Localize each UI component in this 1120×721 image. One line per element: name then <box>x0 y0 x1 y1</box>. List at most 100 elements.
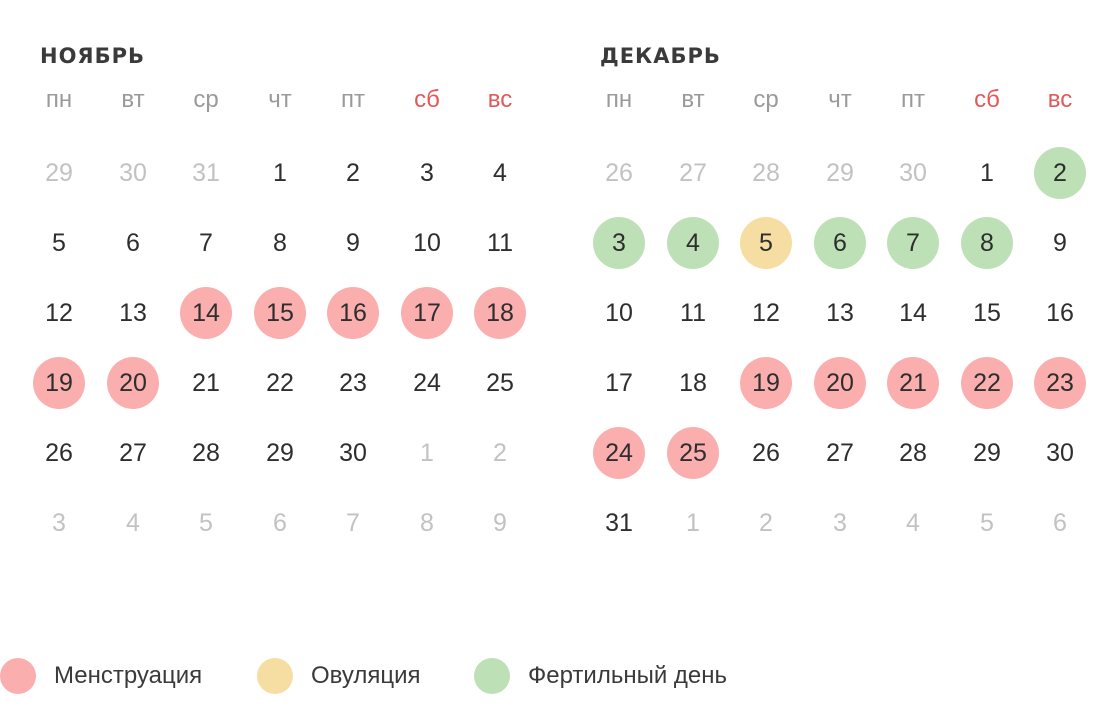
day-cell[interactable]: 3 <box>420 158 434 187</box>
weekday-header: вт <box>121 86 145 113</box>
day-cell-fertile[interactable]: 8 <box>961 217 1013 269</box>
weekday-header: вт <box>681 86 705 113</box>
day-cell-fertile[interactable]: 3 <box>593 217 645 269</box>
fertile-dot-icon <box>474 658 510 694</box>
day-cell[interactable]: 21 <box>192 368 220 397</box>
day-cell: 1 <box>420 438 434 467</box>
day-cell[interactable]: 30 <box>339 438 367 467</box>
legend-item-menstruation: Менструация <box>0 658 202 694</box>
day-cell: 29 <box>826 158 854 187</box>
day-cell-fertile[interactable]: 2 <box>1034 147 1086 199</box>
day-cell-menstruation[interactable]: 18 <box>474 287 526 339</box>
day-cell-menstruation[interactable]: 14 <box>180 287 232 339</box>
day-cell: 30 <box>899 158 927 187</box>
day-cell: 2 <box>493 438 507 467</box>
day-cell[interactable]: 29 <box>973 438 1001 467</box>
day-cell[interactable]: 9 <box>346 228 360 257</box>
day-cell-menstruation[interactable]: 15 <box>254 287 306 339</box>
day-cell: 31 <box>192 158 220 187</box>
day-cell[interactable]: 13 <box>119 298 147 327</box>
day-cell[interactable]: 17 <box>605 368 633 397</box>
day-cell[interactable]: 4 <box>493 158 507 187</box>
day-cell-menstruation[interactable]: 19 <box>740 357 792 409</box>
day-cell-fertile[interactable]: 6 <box>814 217 866 269</box>
day-cell[interactable]: 9 <box>1053 228 1067 257</box>
day-cell-menstruation[interactable]: 25 <box>667 427 719 479</box>
day-cell[interactable]: 24 <box>413 368 441 397</box>
weekday-header: сб <box>414 86 440 113</box>
day-cell: 4 <box>126 508 140 537</box>
menstruation-dot-icon <box>0 658 36 694</box>
day-cell[interactable]: 11 <box>487 228 513 257</box>
day-cell[interactable]: 15 <box>973 298 1001 327</box>
month-title: ДЕКАБРЬ <box>600 44 721 68</box>
ovulation-dot-icon <box>257 658 293 694</box>
day-cell[interactable]: 5 <box>52 228 66 257</box>
day-cell[interactable]: 28 <box>899 438 927 467</box>
day-cell[interactable]: 23 <box>339 368 367 397</box>
weekday-header: вс <box>487 86 513 113</box>
weekday-header: ср <box>193 86 219 113</box>
day-cell[interactable]: 8 <box>273 228 287 257</box>
day-cell[interactable]: 28 <box>192 438 220 467</box>
day-cell-menstruation[interactable]: 20 <box>814 357 866 409</box>
day-cell[interactable]: 29 <box>266 438 294 467</box>
day-cell[interactable]: 2 <box>346 158 360 187</box>
day-cell: 9 <box>493 508 507 537</box>
weekday-header: ср <box>753 86 779 113</box>
day-cell[interactable]: 26 <box>45 438 73 467</box>
day-cell-menstruation[interactable]: 17 <box>401 287 453 339</box>
day-cell[interactable]: 22 <box>266 368 294 397</box>
day-cell[interactable]: 16 <box>1046 298 1074 327</box>
day-cell[interactable]: 13 <box>826 298 854 327</box>
day-cell-ovulation[interactable]: 5 <box>740 217 792 269</box>
day-cell: 26 <box>605 158 633 187</box>
day-cell-fertile[interactable]: 4 <box>667 217 719 269</box>
day-cell: 6 <box>273 508 287 537</box>
day-cell: 30 <box>119 158 147 187</box>
day-cell[interactable]: 31 <box>605 508 633 537</box>
day-cell[interactable]: 7 <box>199 228 213 257</box>
day-cell[interactable]: 11 <box>680 298 706 327</box>
legend-label-menstruation: Менструация <box>54 662 203 689</box>
day-cell-menstruation[interactable]: 24 <box>593 427 645 479</box>
day-cell[interactable]: 14 <box>899 298 927 327</box>
day-cell-menstruation[interactable]: 19 <box>33 357 85 409</box>
day-cell[interactable]: 10 <box>605 298 633 327</box>
day-cell: 3 <box>52 508 66 537</box>
weekday-header: пт <box>901 86 925 113</box>
day-cell-menstruation[interactable]: 16 <box>327 287 379 339</box>
weekday-header: вс <box>1047 86 1073 113</box>
day-cell-menstruation[interactable]: 23 <box>1034 357 1086 409</box>
day-cell[interactable]: 27 <box>826 438 854 467</box>
day-cell[interactable]: 26 <box>752 438 780 467</box>
day-cell: 3 <box>833 508 847 537</box>
day-cell[interactable]: 18 <box>679 368 707 397</box>
day-cell-menstruation[interactable]: 20 <box>107 357 159 409</box>
day-cell-menstruation[interactable]: 22 <box>961 357 1013 409</box>
day-cell: 27 <box>679 158 707 187</box>
weekday-header: пт <box>341 86 365 113</box>
day-cell[interactable]: 12 <box>752 298 780 327</box>
weekday-header: пн <box>45 86 73 113</box>
day-cell[interactable]: 1 <box>980 158 994 187</box>
day-cell: 28 <box>752 158 780 187</box>
weekday-header: чт <box>268 86 292 113</box>
day-cell-fertile[interactable]: 7 <box>887 217 939 269</box>
day-cell[interactable]: 1 <box>273 158 287 187</box>
day-cell[interactable]: 27 <box>119 438 147 467</box>
day-cell: 2 <box>759 508 773 537</box>
day-cell[interactable]: 10 <box>413 228 441 257</box>
weekday-header: сб <box>974 86 1000 113</box>
weekday-header: пн <box>605 86 633 113</box>
legend-item-ovulation: Овуляция <box>257 658 421 694</box>
day-cell[interactable]: 6 <box>126 228 140 257</box>
day-cell: 7 <box>346 508 360 537</box>
legend-label-fertile: Фертильный день <box>528 662 728 689</box>
day-cell[interactable]: 12 <box>45 298 73 327</box>
day-cell-menstruation[interactable]: 21 <box>887 357 939 409</box>
legend-label-ovulation: Овуляция <box>311 662 421 689</box>
month-title: НОЯБРЬ <box>40 44 146 68</box>
day-cell[interactable]: 30 <box>1046 438 1074 467</box>
day-cell[interactable]: 25 <box>486 368 514 397</box>
